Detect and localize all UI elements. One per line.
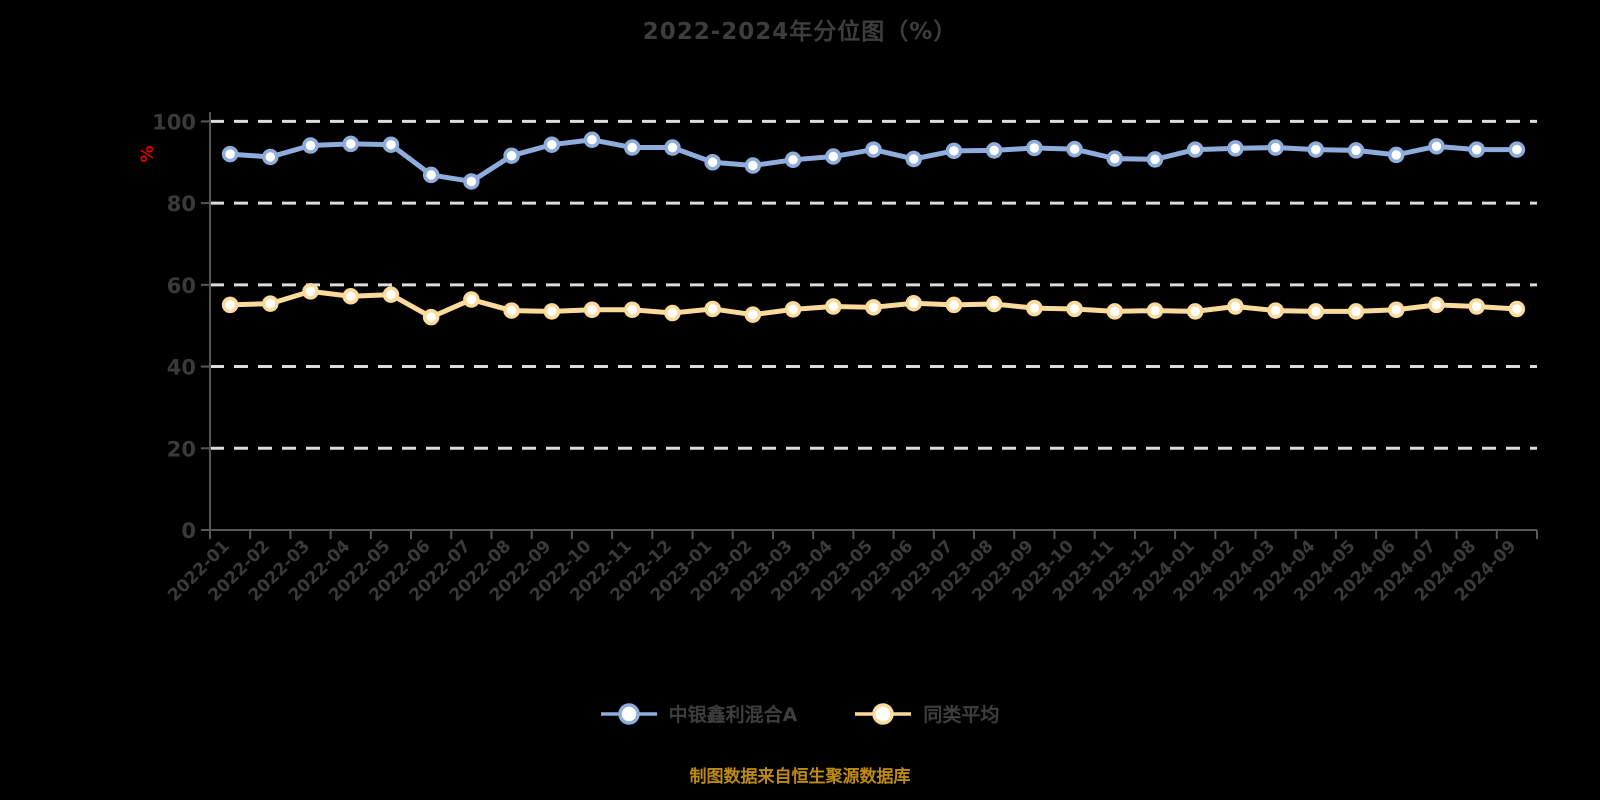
data-point[interactable]	[463, 291, 480, 308]
data-point[interactable]	[784, 151, 802, 169]
data-point[interactable]	[865, 141, 882, 158]
y-axis-label: 60	[167, 274, 196, 298]
data-point[interactable]	[1428, 296, 1445, 314]
data-point[interactable]	[784, 301, 802, 318]
data-point[interactable]	[1307, 303, 1325, 320]
data-point[interactable]	[422, 308, 440, 326]
data-point[interactable]	[623, 301, 641, 319]
data-point[interactable]	[543, 136, 561, 153]
data-point[interactable]	[1026, 299, 1043, 317]
footer-data-source-note: 制图数据来自恒生聚源数据库	[689, 767, 911, 787]
data-point[interactable]	[1267, 302, 1284, 319]
data-point[interactable]	[503, 147, 520, 164]
data-point[interactable]	[1307, 141, 1325, 158]
data-point[interactable]	[1347, 142, 1365, 159]
data-point[interactable]	[1106, 303, 1124, 320]
data-point[interactable]	[1146, 151, 1164, 168]
legend: 中银鑫利混合A 同类平均	[0, 700, 1600, 727]
data-point[interactable]	[583, 131, 601, 149]
data-point[interactable]	[1508, 300, 1526, 318]
data-point[interactable]	[865, 299, 882, 316]
data-point[interactable]	[262, 148, 279, 166]
data-point[interactable]	[583, 301, 601, 319]
data-point[interactable]	[382, 136, 400, 153]
data-point[interactable]	[664, 304, 681, 322]
data-point[interactable]	[1388, 301, 1405, 319]
data-point[interactable]	[704, 154, 721, 171]
data-point[interactable]	[221, 296, 239, 314]
data-point[interactable]	[342, 288, 359, 305]
data-point[interactable]	[463, 173, 480, 190]
legend-marker-yellow-icon	[855, 702, 912, 725]
data-point[interactable]	[1508, 141, 1526, 158]
y-axis-label: 100	[152, 110, 196, 134]
data-point[interactable]	[342, 135, 359, 153]
data-point[interactable]	[1106, 150, 1124, 167]
data-point[interactable]	[825, 148, 842, 165]
data-point[interactable]	[744, 157, 762, 174]
data-point[interactable]	[704, 300, 721, 318]
y-axis-label: 20	[167, 437, 196, 461]
data-point[interactable]	[945, 142, 963, 160]
legend-label-fund: 中银鑫利混合A	[668, 704, 798, 726]
data-point[interactable]	[503, 302, 520, 319]
data-point[interactable]	[1146, 302, 1164, 319]
legend-item-peer-average[interactable]: 同类平均	[855, 700, 999, 727]
data-point[interactable]	[905, 294, 922, 312]
legend-label-peer-average: 同类平均	[923, 704, 1000, 726]
data-point[interactable]	[1227, 140, 1244, 157]
data-point[interactable]	[1468, 141, 1485, 158]
data-point[interactable]	[262, 295, 279, 312]
data-point[interactable]	[1186, 303, 1204, 320]
data-point[interactable]	[1388, 146, 1405, 164]
data-point[interactable]	[1066, 140, 1083, 158]
data-point[interactable]	[422, 166, 440, 184]
data-point[interactable]	[302, 283, 319, 300]
data-point[interactable]	[1227, 298, 1244, 315]
data-point[interactable]	[382, 286, 400, 303]
data-point[interactable]	[905, 150, 922, 168]
data-point[interactable]	[623, 139, 641, 156]
data-point[interactable]	[744, 306, 762, 323]
data-point[interactable]	[221, 145, 239, 163]
data-point[interactable]	[1186, 141, 1204, 158]
data-point[interactable]	[825, 298, 842, 315]
data-point[interactable]	[664, 139, 681, 156]
y-axis-label: 80	[167, 192, 196, 216]
y-axis-label: 40	[167, 356, 196, 380]
data-point[interactable]	[543, 303, 561, 320]
data-point[interactable]	[1347, 303, 1365, 320]
data-point[interactable]	[302, 137, 319, 154]
chart-canvas[interactable]: 0204060801002022-012022-022022-032022-04…	[0, 0, 1600, 700]
data-point[interactable]	[1267, 139, 1284, 156]
data-point[interactable]	[1468, 298, 1485, 315]
data-point[interactable]	[985, 142, 1003, 159]
data-point[interactable]	[985, 295, 1003, 313]
y-axis-label: 0	[181, 519, 196, 543]
data-point[interactable]	[1026, 139, 1043, 157]
chart-title: 2022-2024年分位图（%）	[642, 19, 958, 45]
data-point[interactable]	[1066, 300, 1083, 318]
legend-marker-blue-icon	[600, 702, 657, 725]
legend-item-fund[interactable]: 中银鑫利混合A	[600, 700, 798, 727]
data-point[interactable]	[1428, 138, 1445, 155]
data-point[interactable]	[945, 296, 963, 314]
